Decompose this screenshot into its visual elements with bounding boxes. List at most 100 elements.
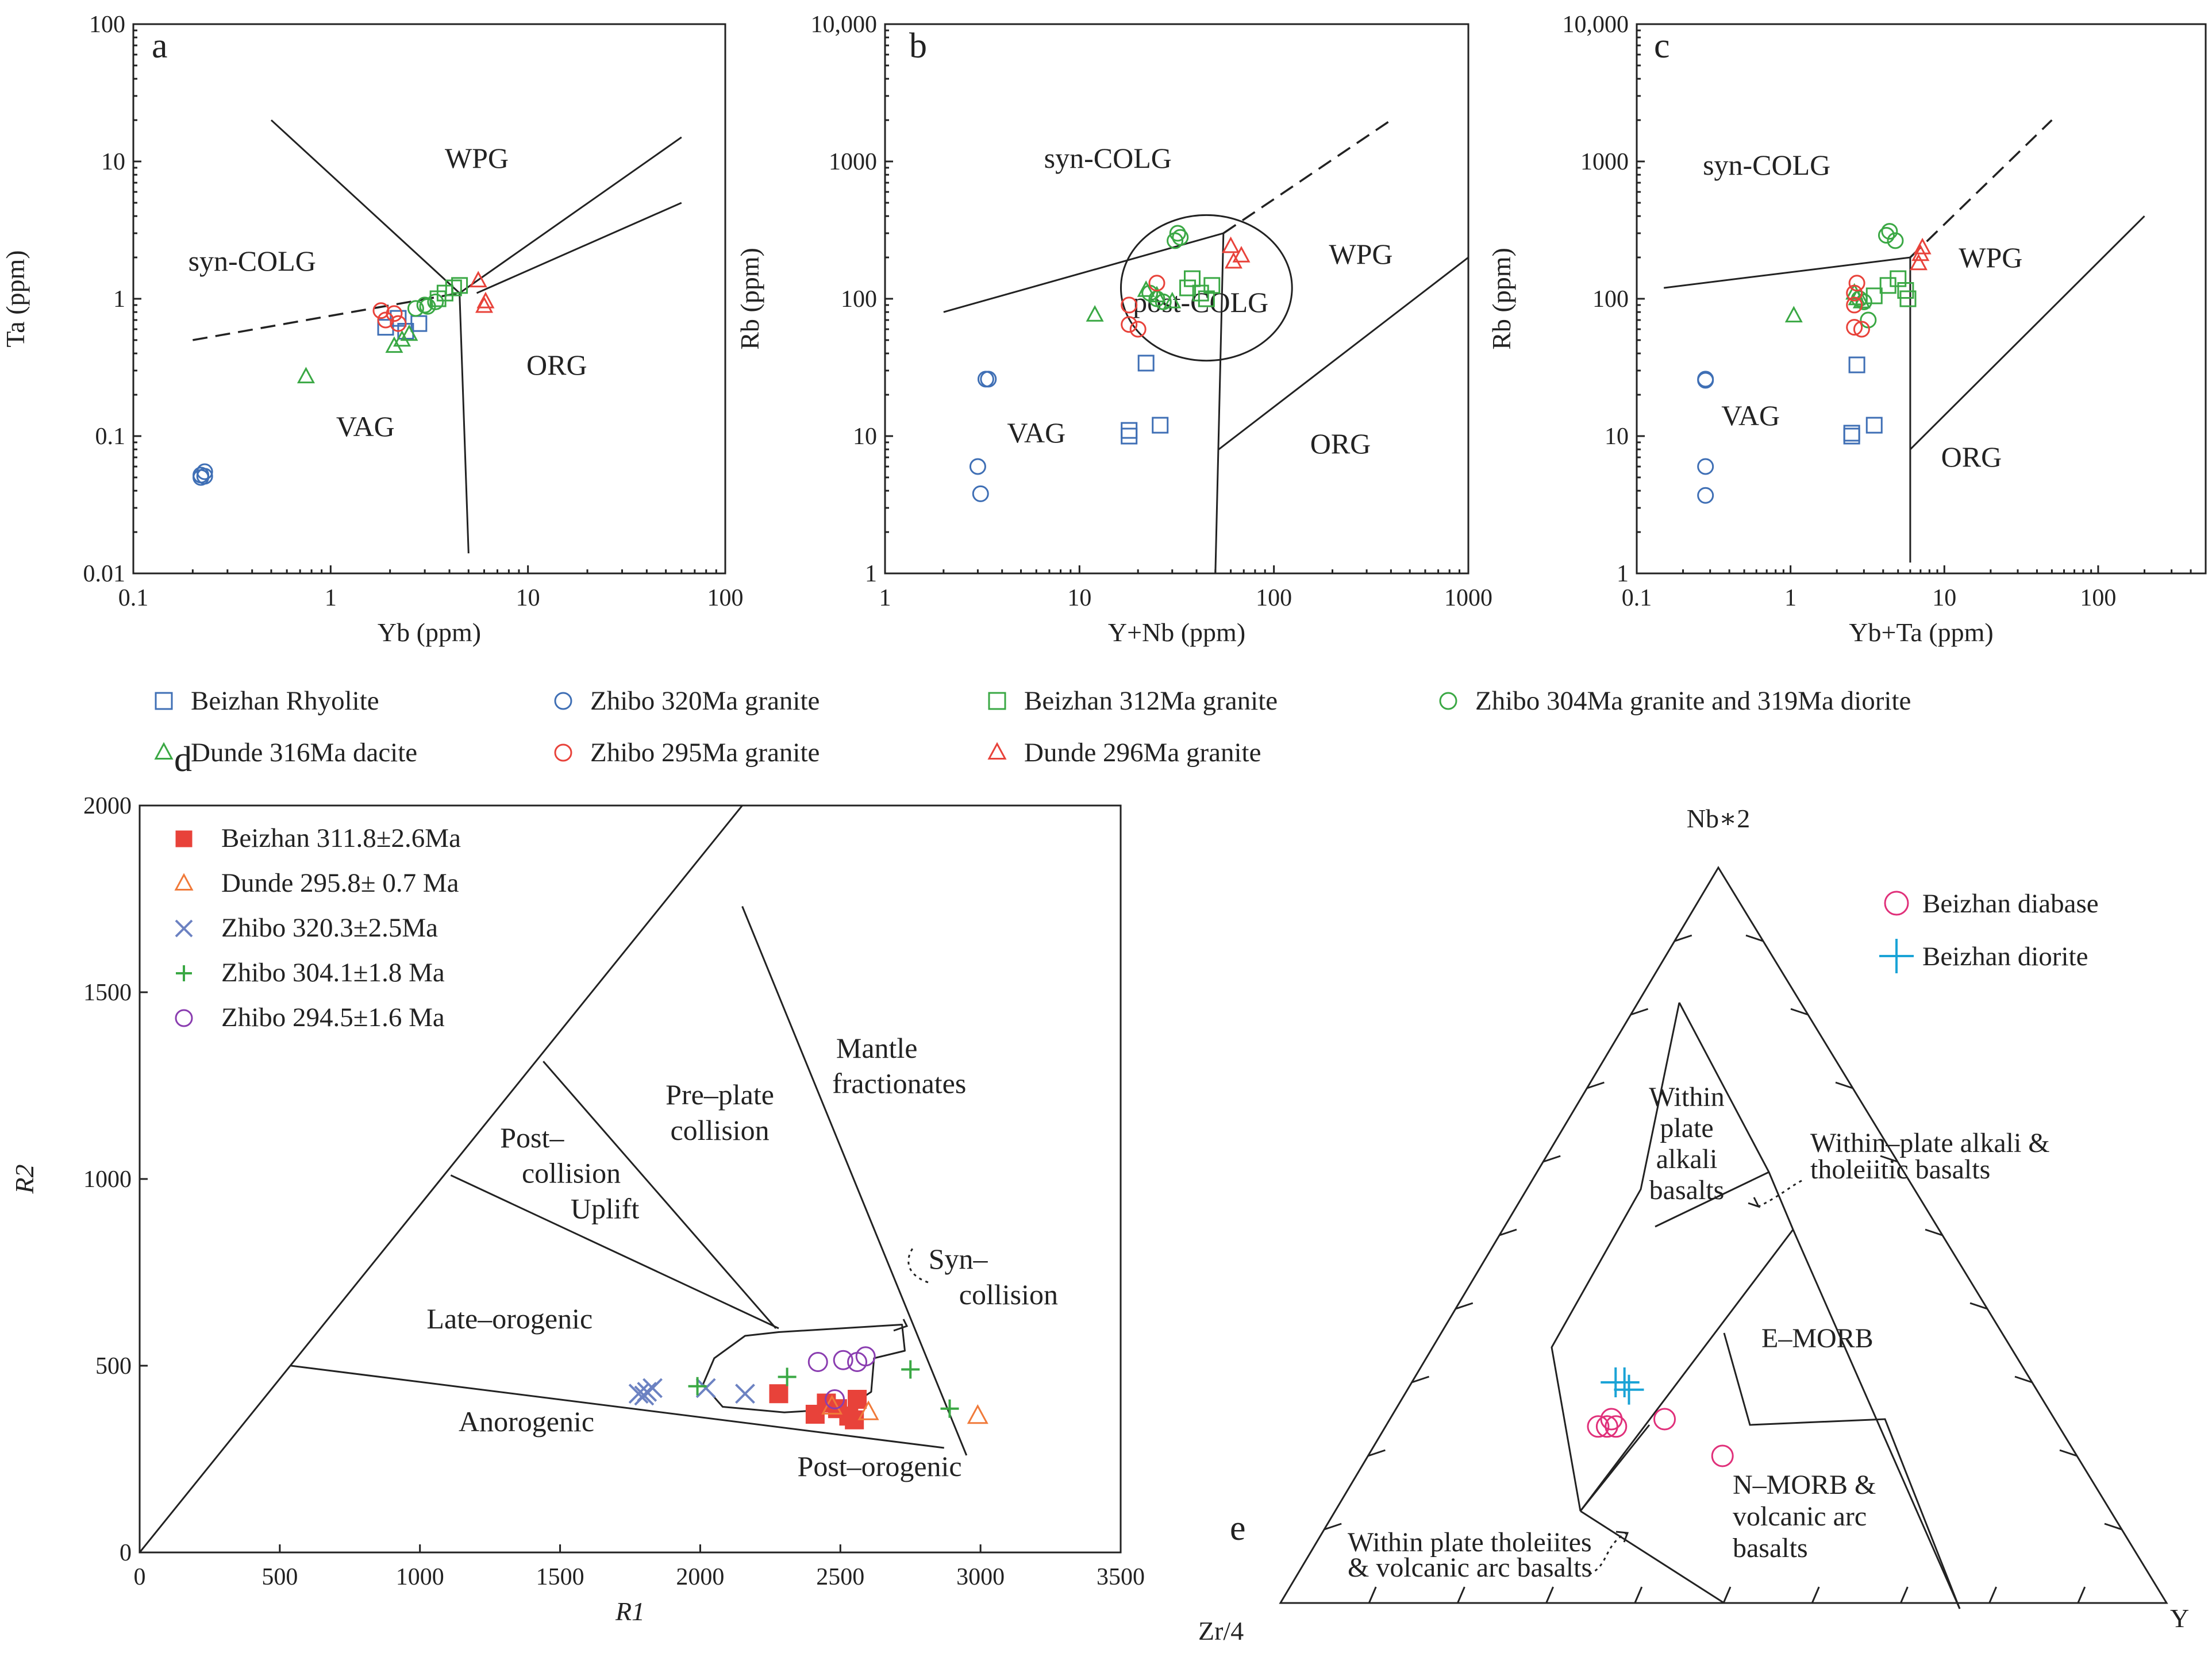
ternary-tick (1835, 1081, 1853, 1089)
x-tick-label: 1000 (396, 1564, 444, 1590)
data-point (769, 1384, 788, 1404)
ternary-field-boundary (1723, 1332, 1961, 1609)
series-beizhan-rhyolite (1843, 356, 1883, 445)
data-point (1846, 284, 1863, 302)
ternary-tick (1630, 1008, 1649, 1016)
data-point (1179, 279, 1197, 296)
field-label: VAG (1721, 399, 1780, 431)
data-point (1232, 246, 1251, 263)
legend-marker (155, 692, 173, 710)
ternary-tick (2014, 1375, 2033, 1384)
data-point (1137, 280, 1155, 297)
field-label: Syn– (929, 1243, 988, 1275)
syn-collision-pointer (907, 1246, 929, 1284)
data-point (940, 1399, 959, 1418)
data-point (1784, 306, 1803, 323)
data-point (400, 324, 418, 341)
series-zhibo-320ma-granite (969, 371, 997, 502)
ternary-tick (2077, 1586, 2086, 1604)
data-point (634, 1385, 655, 1406)
data-point (1909, 253, 1928, 271)
data-point (419, 298, 436, 315)
field-label: Pre–plate (665, 1078, 774, 1111)
series-zhibo-304ma-granite-and-319ma-diorite (407, 293, 444, 317)
data-point (1121, 427, 1138, 445)
apex-label-left: Zr/4 (1198, 1616, 1244, 1646)
field-label: basalts (1649, 1175, 1725, 1205)
y-tick-label: 1500 (83, 980, 132, 1006)
series-dunde-296ma-granite (1909, 237, 1932, 271)
x-axis-label: Yb+Ta (ppm) (1849, 618, 1993, 647)
legend-label: Zhibo 320Ma granite (590, 686, 820, 716)
legend-label: Beizhan Rhyolite (191, 686, 379, 716)
field-label: tholeiitic basalts (1810, 1154, 1990, 1185)
data-point (833, 1350, 853, 1370)
data-point (1224, 252, 1242, 269)
data-point (855, 1346, 876, 1367)
x-tick-label: 10 (516, 585, 540, 611)
apex-label-right: Y (2170, 1604, 2189, 1633)
ternary-tick (1634, 1586, 1643, 1604)
ternary-tick (1722, 1586, 1732, 1604)
ternary-tick (1367, 1449, 1386, 1457)
data-point (1614, 1374, 1644, 1405)
data-envelope (702, 1324, 906, 1413)
data-point (1121, 316, 1138, 333)
legend-marker (175, 830, 193, 847)
data-point (1653, 1408, 1676, 1431)
field-label: & volcanic arc basalts (1348, 1552, 1592, 1583)
data-point (695, 1378, 716, 1398)
ternary-tick (1925, 1228, 1943, 1236)
ternary-tick (1457, 1586, 1465, 1604)
legend-marker (988, 692, 1006, 710)
ternary-tick (1368, 1586, 1377, 1604)
ternary-tick (1455, 1302, 1474, 1310)
y-tick-label: 1000 (1580, 149, 1629, 175)
series-zhibo-294-5-1-6-ma (807, 1346, 876, 1409)
data-point (1697, 458, 1714, 475)
data-point (1148, 275, 1165, 292)
x-axis-label: Yb (ppm) (378, 618, 481, 647)
data-point (1163, 291, 1182, 309)
y-tick-label: 1000 (829, 149, 877, 175)
x-tick-label: 1000 (1444, 585, 1492, 611)
panel-letter: b (909, 26, 927, 65)
ternary-field-boundary (1579, 1229, 1794, 1512)
panel-e: Nb∗2Zr/4 YeWithinplatealkalibasaltsWithin… (1198, 804, 2189, 1646)
data-point (427, 293, 444, 310)
field-label: E–MORB (1761, 1323, 1874, 1354)
legend-marker (174, 873, 194, 891)
ternary-tick (1324, 1523, 1342, 1531)
field-label: Uplift (571, 1192, 640, 1224)
ternary-field-boundary (1580, 1510, 1725, 1604)
field-label: volcanic arc (1733, 1501, 1867, 1532)
y-tick-label: 100 (841, 286, 877, 313)
x-tick-label: 2000 (676, 1564, 724, 1590)
y-axis-label: Rb (ppm) (1487, 248, 1516, 350)
data-point (1198, 290, 1215, 307)
field-boundary (450, 1174, 779, 1330)
panel-letter: e (1230, 1509, 1246, 1548)
legend-label: Dunde 316Ma dacite (191, 738, 417, 768)
legend-label: Zhibo 294.5±1.6 Ma (221, 1003, 445, 1032)
field-boundary (291, 1365, 944, 1449)
field-boundary (1222, 119, 1392, 234)
series-beizhan-diorite (1601, 1367, 1644, 1405)
data-point (807, 1352, 828, 1372)
field-label: WPG (1959, 241, 2022, 273)
y-tick-label: 10,000 (1563, 11, 1629, 38)
panel-b: 1 10 100 1000 1 10 100 1000 10,000 Y+Nb (ppm) Rb (… (735, 11, 1492, 647)
data-point (848, 1390, 867, 1409)
field-label: N–MORB & (1733, 1470, 1876, 1500)
field-label: WPG (1329, 238, 1392, 270)
legend-marker (987, 742, 1007, 760)
field-label: Within (1649, 1082, 1724, 1112)
series-zhibo-304-1-1-8-ma (688, 1360, 959, 1418)
ternary-triangle (1279, 866, 2168, 1604)
series-dunde-296ma-granite (469, 271, 495, 313)
legend-marker (176, 965, 192, 981)
x-tick-label: 3500 (1097, 1564, 1145, 1590)
ternary-tick (1900, 1586, 1909, 1604)
x-axis-label: R1 (615, 1597, 645, 1626)
legend-label: Beizhan 311.8±2.6Ma (221, 823, 461, 853)
